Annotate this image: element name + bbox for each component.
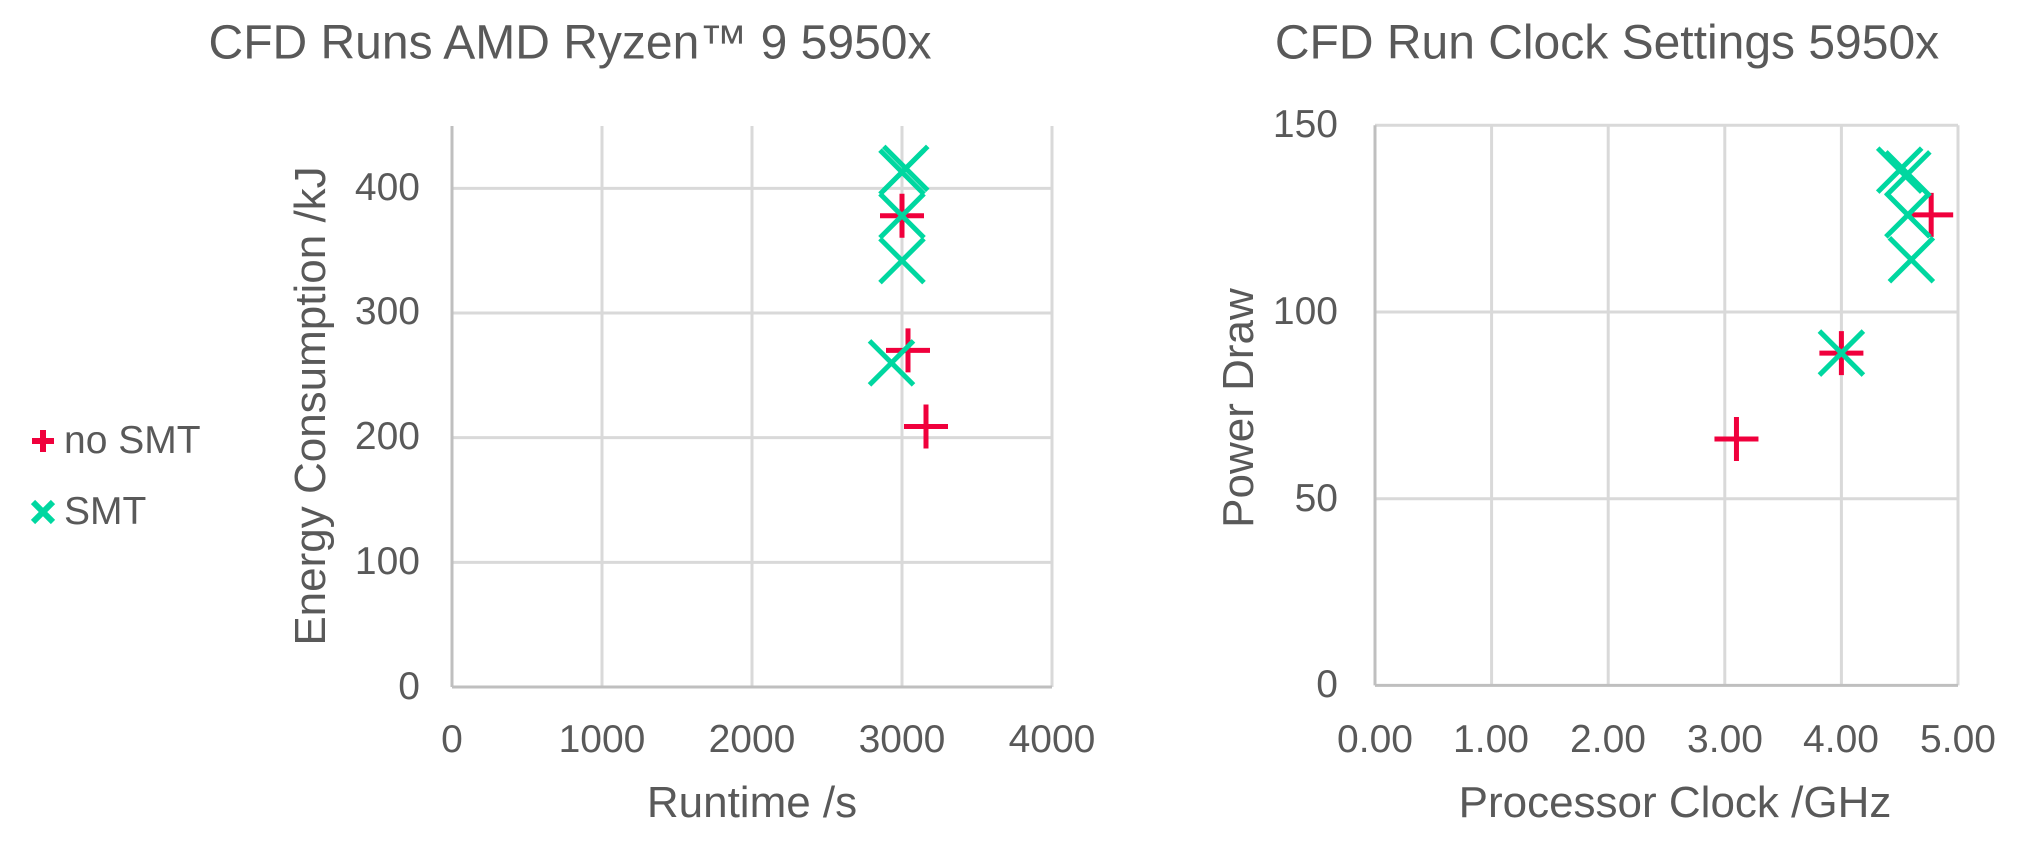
y-tick-label: 400 <box>354 166 420 209</box>
plus-marker-icon <box>886 328 930 373</box>
x-tick-label: 0.00 <box>1337 718 1413 761</box>
legend-label-smt: SMT <box>64 490 147 533</box>
plus-marker-icon <box>1909 192 1954 237</box>
x-tick-label: 2.00 <box>1570 718 1646 761</box>
cross-marker-icon <box>1875 146 1924 194</box>
y-tick-label: 0 <box>398 665 420 708</box>
legend-item-no-smt: no SMT <box>30 419 201 463</box>
x-tick-label: 2000 <box>708 718 796 761</box>
cross-marker-icon <box>1884 150 1932 198</box>
x-tick-label: 1.00 <box>1453 718 1529 761</box>
x-tick-label: 4000 <box>1008 718 1096 761</box>
x-tick-label: 1000 <box>558 718 646 761</box>
legend-item-smt: SMT <box>30 490 146 534</box>
cross-marker-icon <box>30 499 56 525</box>
chart-2-title: CFD Run Clock Settings 5950x <box>1274 16 1940 70</box>
x-tick-label: 4.00 <box>1803 718 1879 761</box>
cross-marker-icon <box>878 236 926 285</box>
cross-marker-icon <box>867 339 916 387</box>
chart-1-plot-area <box>450 126 1054 689</box>
y-tick-label: 100 <box>1272 290 1338 333</box>
y-tick-label: 100 <box>354 540 420 583</box>
cross-marker-icon <box>1884 191 1932 239</box>
plus-marker-icon <box>32 430 54 452</box>
y-tick-label: 200 <box>354 415 420 458</box>
y-tick-label: 300 <box>354 290 420 333</box>
chart-2-x-axis-title: Processor Clock /GHz <box>1458 778 1892 827</box>
plus-marker-icon <box>1714 416 1759 461</box>
y-tick-label: 150 <box>1272 103 1338 146</box>
x-tick-label: 0 <box>441 718 463 761</box>
x-tick-label: 3.00 <box>1687 718 1763 761</box>
cross-marker-icon <box>881 144 930 193</box>
cross-marker-icon <box>1817 329 1866 377</box>
chart-1-x-axis-title: Runtime /s <box>646 778 858 827</box>
x-tick-label: 3000 <box>858 718 946 761</box>
cross-marker-icon <box>1887 235 1936 284</box>
chart-2-plot-area <box>1373 123 1960 687</box>
y-tick-label: 0 <box>1316 663 1338 706</box>
chart-1-title: CFD Runs AMD Ryzen™ 9 5950x <box>208 16 932 70</box>
plus-marker-icon <box>904 404 948 449</box>
legend-label-no-smt: no SMT <box>64 419 201 462</box>
y-tick-label: 50 <box>1294 477 1338 520</box>
x-tick-label: 5.00 <box>1920 718 1996 761</box>
cross-marker-icon <box>878 191 926 240</box>
